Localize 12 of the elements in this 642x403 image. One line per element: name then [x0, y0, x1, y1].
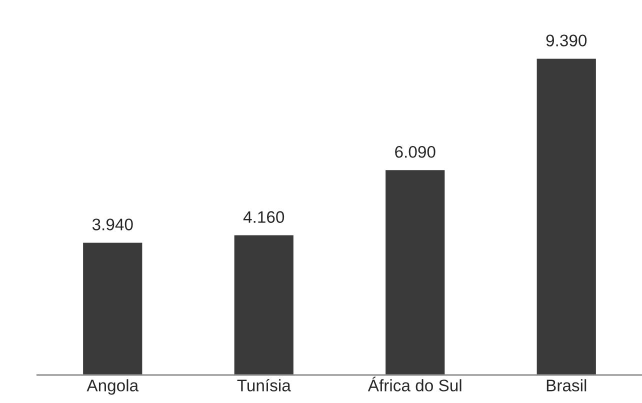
x-tick-label: África do Sul [368, 376, 462, 392]
data-label: 9.390 [546, 34, 587, 46]
data-label: 6.090 [395, 146, 436, 158]
bar [384, 168, 446, 375]
x-tick-label: Angola [86, 379, 139, 395]
data-label: 4.160 [243, 211, 284, 223]
bar [232, 234, 295, 375]
bar [82, 241, 144, 375]
bar [535, 57, 598, 375]
x-tick-label: Tunísia [237, 378, 291, 392]
data-label: 3.940 [92, 218, 133, 230]
x-tick-label: Brasil [546, 379, 586, 392]
